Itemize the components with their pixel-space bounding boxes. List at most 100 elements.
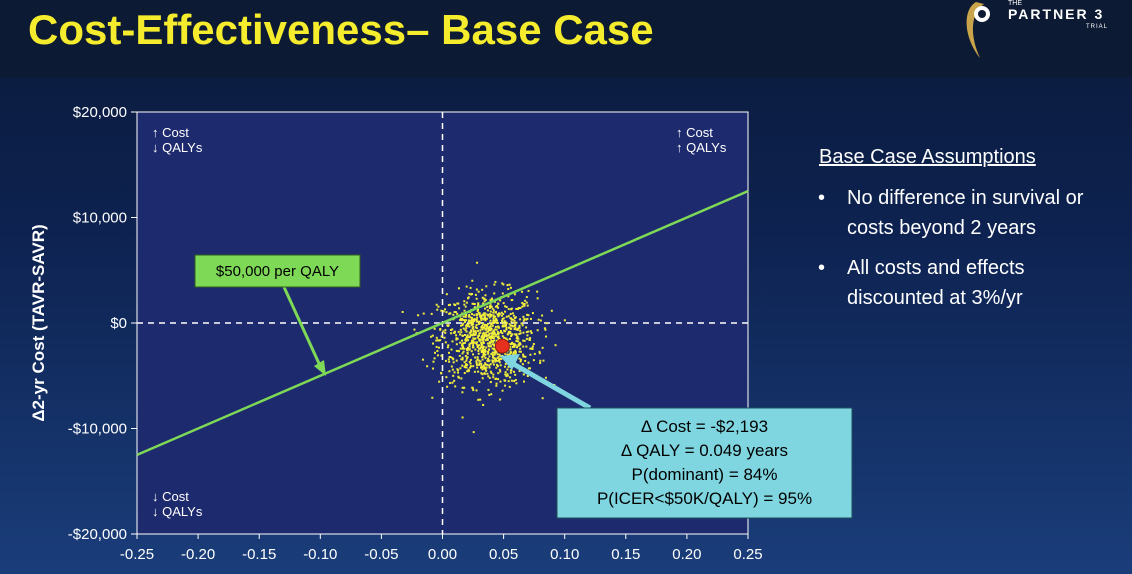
scatter-point [510,320,513,323]
scatter-point [433,327,436,330]
scatter-point [483,318,486,321]
scatter-point [445,311,448,314]
scatter-point [477,308,480,311]
scatter-point [501,292,504,295]
scatter-point [476,366,479,369]
scatter-point [460,358,463,361]
scatter-point [525,337,528,340]
scatter-point [468,314,471,317]
scatter-point [510,308,513,311]
scatter-point [469,358,472,361]
scatter-point [519,342,522,345]
scatter-point [481,324,484,327]
scatter-point [501,282,504,285]
scatter-point [464,338,467,341]
scatter-point [519,347,522,350]
scatter-point [482,367,485,370]
scatter-point [490,322,493,325]
scatter-point [508,283,511,286]
threshold-line [136,189,749,457]
scatter-point [502,302,505,305]
annotation-line: Δ QALY = 0.049 years [621,441,788,460]
scatter-point [476,358,479,361]
scatter-point [451,368,454,371]
scatter-point [486,359,489,362]
y-axis-label: Δ2-yr Cost (TAVR-SAVR) [29,224,48,421]
scatter-point [483,372,486,375]
scatter-point [517,337,520,340]
scatter-point [510,351,513,354]
annotation-line: P(dominant) = 84% [632,465,778,484]
scatter-point [452,313,455,316]
page-title: Cost-Effectiveness– Base Case [28,6,654,53]
scatter-point [495,363,498,366]
scatter-point [446,346,449,349]
logo-emblem-icon [966,2,990,58]
scatter-point [461,352,464,355]
scatter-point [504,379,507,382]
scatter-point [514,352,517,355]
scatter-point [481,317,484,320]
scatter-point [494,349,497,352]
scatter-point [482,322,485,325]
scatter-point [490,297,493,300]
scatter-point [494,335,497,338]
scatter-point [465,285,468,288]
scatter-point [472,328,475,331]
scatter-point [440,309,443,312]
scatter-point [476,343,479,346]
scatter-point [468,345,471,348]
scatter-point [433,357,436,360]
assumption-item: • All costs and effects discounted at 3%… [800,253,1120,313]
x-tick-label: 0.20 [672,546,701,563]
side-panel: Base Case Assumptions • No difference in… [800,146,1120,323]
scatter-point [513,321,516,324]
scatter-point [464,329,467,332]
scatter-point [456,337,459,340]
scatter-point [472,389,475,392]
scatter-point [531,348,534,351]
scatter-point [458,319,461,322]
scatter-point [469,286,472,289]
scatter-point [464,355,467,358]
scatter-point [489,370,492,373]
scatter-point [494,325,497,328]
scatter-point [484,312,487,315]
scatter-point [498,353,501,356]
scatter-point [526,334,529,337]
y-tick-label: $20,000 [73,104,127,121]
scatter-point [522,303,525,306]
scatter-point [417,314,420,317]
scatter-point [486,338,489,341]
scatter-point [505,326,508,329]
scatter-point [512,318,515,321]
scatter-point [482,351,485,354]
scatter-point [478,320,481,323]
scatter-point [543,327,546,330]
scatter-point [479,314,482,317]
scatter-point [489,329,492,332]
scatter-point [465,363,468,366]
scatter-point [466,334,469,337]
scatter-point [469,316,472,319]
scatter-point [484,353,487,356]
scatter-point [477,303,480,306]
scatter-point [478,363,481,366]
scatter-point [501,389,504,392]
scatter-point [463,333,466,336]
scatter-point [465,364,468,367]
scatter-point [462,350,465,353]
scatter-point [494,315,497,318]
scatter-point [466,324,469,327]
scatter-point [480,351,483,354]
scatter-point [401,310,404,313]
scatter-point [517,327,520,330]
scatter-point [484,348,487,351]
scatter-point [473,306,476,309]
scatter-point [513,328,516,331]
scatter-point [461,334,464,337]
scatter-point [509,332,512,335]
scatter-point [501,332,504,335]
scatter-point [506,373,509,376]
scatter-point [518,357,521,360]
